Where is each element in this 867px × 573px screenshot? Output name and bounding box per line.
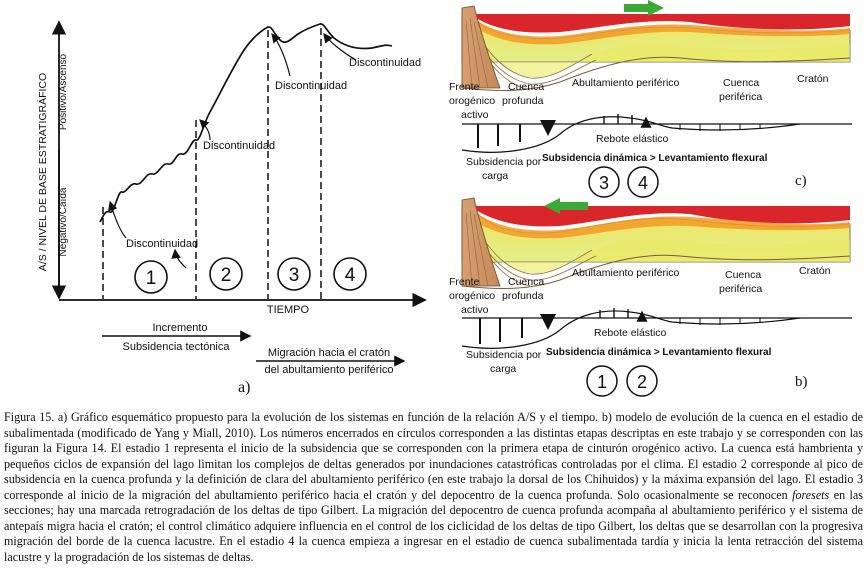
panel-b-diagram: Frente orogénico activo Cuenca profunda … <box>449 197 852 397</box>
migration-label-1: Migración hacia el cratón <box>268 347 390 359</box>
discontinuity-label-3: Discontinuidad <box>275 80 347 92</box>
cuenca-profunda-b1: Cuenca <box>508 276 544 288</box>
stage-circle-b2: 2 <box>626 365 658 397</box>
svg-text:2: 2 <box>221 265 232 286</box>
subsidence-label: Subsidencia tectónica <box>122 341 230 353</box>
abultamiento-c: Abultamiento periférico <box>572 77 680 89</box>
rebote-b: Rebote elástico <box>594 327 667 339</box>
migration-label-2: del abultamiento periférico <box>264 364 393 376</box>
discontinuity-label-2: Discontinuidad <box>203 140 275 152</box>
svg-text:3: 3 <box>289 265 300 286</box>
frente-label-c3: activo <box>461 109 489 121</box>
stage-circle-c4: 4 <box>627 166 659 198</box>
cuenca-profunda-c1: Cuenca <box>508 81 544 93</box>
disc-arrow-2 <box>199 119 211 141</box>
frente-label-b2: orogénico <box>449 290 495 302</box>
disc-arrow-3 <box>271 33 291 77</box>
panel-a-label: a) <box>238 379 250 396</box>
as-curve <box>99 23 393 223</box>
subsidencia-b2: carga <box>490 363 516 375</box>
cuenca-periferica-c2: periférica <box>719 91 762 103</box>
cuenca-periferica-b2: periférica <box>719 283 762 295</box>
panel-a-chart: A/S / NIVEL DE BASE ESTRATIGRÁFICO Posit… <box>36 20 427 396</box>
caption-italic-term: foresets <box>792 487 830 502</box>
cuenca-periferica-b1: Cuenca <box>725 269 761 281</box>
svg-text:3: 3 <box>599 173 609 193</box>
frente-label-b3: activo <box>461 304 489 316</box>
frente-label-b1: Frente <box>449 276 480 288</box>
y-axis-title: A/S / NIVEL DE BASE ESTRATIGRÁFICO <box>36 73 49 271</box>
frente-label-c2: orogénico <box>449 95 495 107</box>
figure-caption: Figura 15. a) Gráfico esquemático propue… <box>4 410 863 565</box>
disc-arrow-4 <box>323 33 357 61</box>
arrow-left-icon <box>544 198 588 214</box>
increment-label: Incremento <box>152 322 207 334</box>
orange-layer-b <box>470 208 850 239</box>
cuenca-periferica-c1: Cuenca <box>723 77 759 89</box>
panel-c-diagram: Frente orogénico activo Cuenca profunda … <box>449 0 852 198</box>
discontinuity-label-1: Discontinuidad <box>126 238 198 250</box>
caption-part-2: en las secciones; hay una marcada retrog… <box>4 487 863 564</box>
y-axis-top-label: Positivo/Ascenso <box>58 53 69 130</box>
red-layer-c <box>470 14 850 33</box>
figure-15-graphics: A/S / NIVEL DE BASE ESTRATIGRÁFICO Posit… <box>36 0 852 397</box>
stage-circle-3: 3 <box>277 257 311 291</box>
panel-b-label: b) <box>795 374 808 390</box>
discontinuity-label-4: Discontinuidad <box>349 57 421 69</box>
svg-text:4: 4 <box>345 265 356 286</box>
dinamica-b: Subsidencia dinámica > Levantamiento fle… <box>546 347 772 358</box>
stage-circle-b1: 1 <box>586 365 618 397</box>
craton-c: Cratón <box>797 73 829 85</box>
craton-b: Cratón <box>799 265 831 277</box>
arrow-right-icon <box>624 0 664 16</box>
disc-arrow-1b <box>171 248 187 269</box>
svg-text:2: 2 <box>637 372 647 392</box>
subsidencia-c2: carga <box>482 170 508 182</box>
svg-text:1: 1 <box>146 268 157 289</box>
cuenca-profunda-b2: profunda <box>502 290 544 302</box>
stage-circle-c3: 3 <box>588 166 620 198</box>
x-axis-label: TIEMPO <box>267 304 310 316</box>
abultamiento-b: Abultamiento periférico <box>572 267 680 279</box>
y-axis-bottom-label: Negativo/Caída <box>58 187 69 256</box>
disc-arrow-1 <box>108 200 127 239</box>
subsidencia-b1: Subsidencia por <box>466 349 542 361</box>
caption-part-1: Figura 15. a) Gráfico esquemático propue… <box>4 410 863 502</box>
orange-layer-c <box>470 16 850 45</box>
stage-circle-4: 4 <box>333 257 367 291</box>
svg-text:1: 1 <box>597 372 607 392</box>
stage-circle-2: 2 <box>209 257 243 291</box>
rebote-c: Rebote elástico <box>596 133 669 145</box>
panel-c-label: c) <box>795 173 807 189</box>
svg-text:4: 4 <box>638 173 648 193</box>
cuenca-profunda-c2: profunda <box>502 95 544 107</box>
dinamica-c: Subsidencia dinámica > Levantamiento fle… <box>542 153 768 164</box>
frente-label-c1: Frente <box>449 81 480 93</box>
stage-circle-1: 1 <box>134 260 168 294</box>
subsidencia-c1: Subsidencia por <box>466 156 542 168</box>
red-layer-b <box>470 206 850 227</box>
